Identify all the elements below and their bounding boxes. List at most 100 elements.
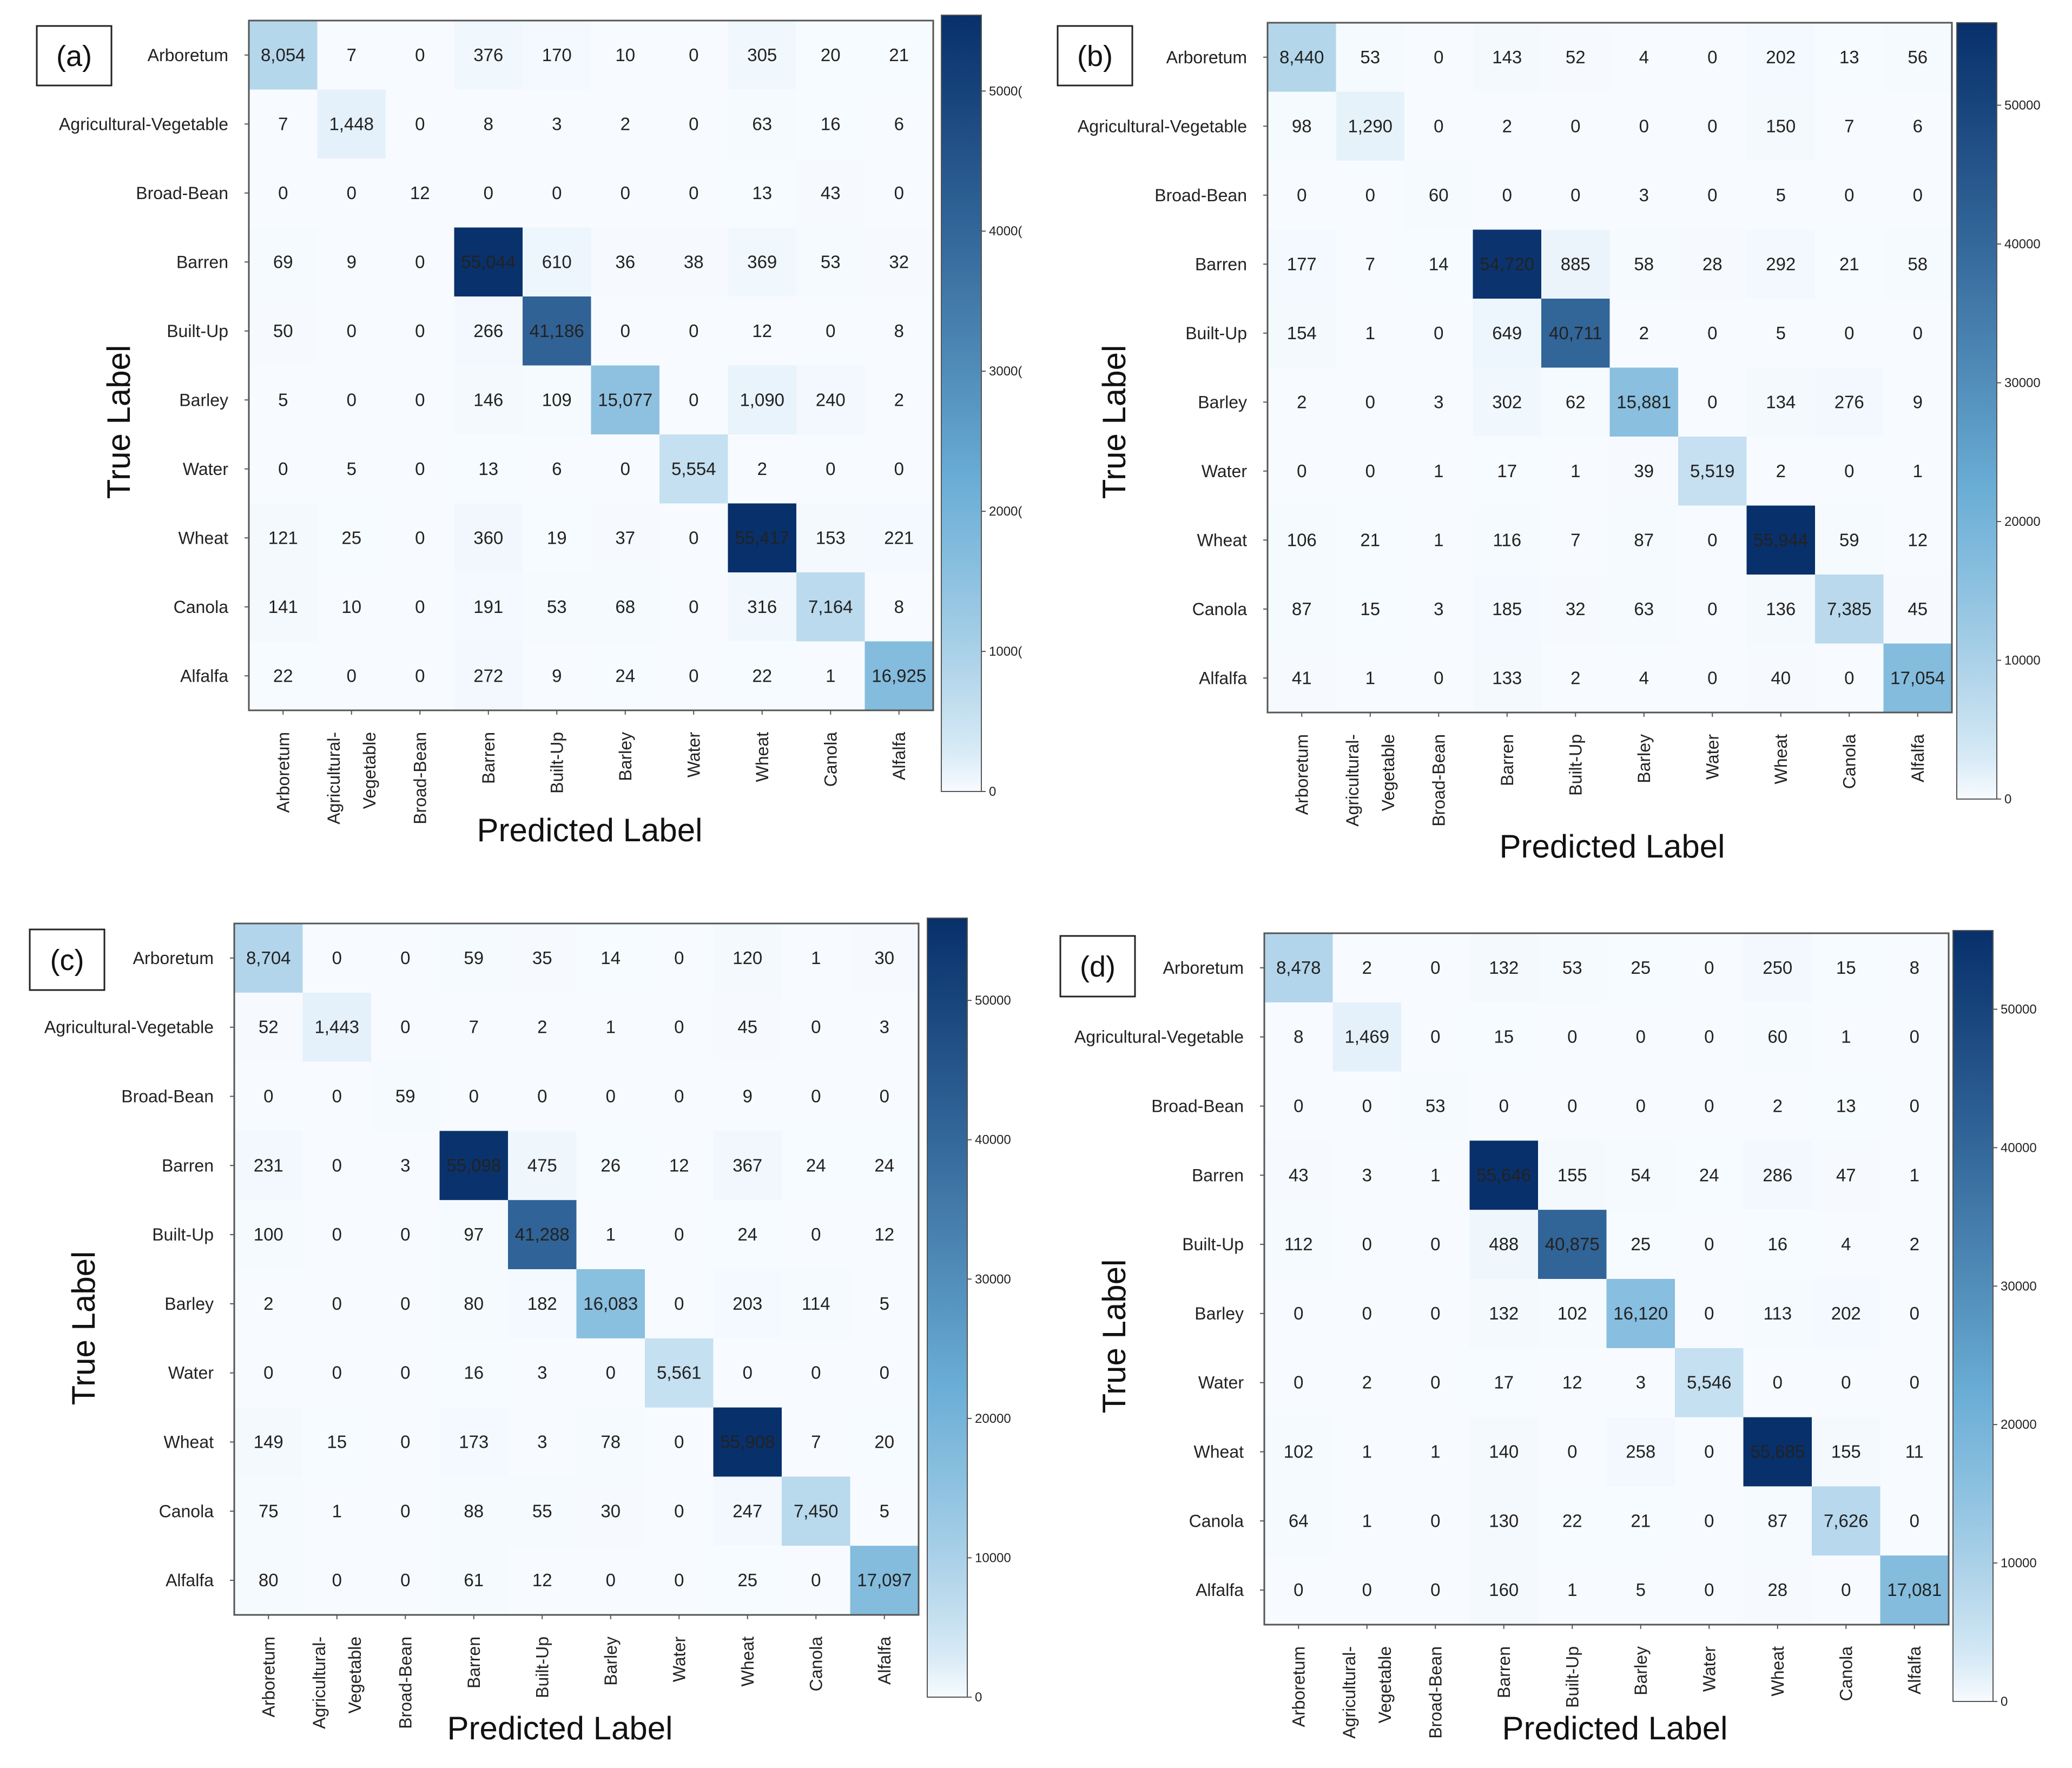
cell-value-label: 302 xyxy=(1492,392,1522,412)
heatmap-cell xyxy=(523,641,591,711)
heatmap-cell xyxy=(576,992,645,1063)
cell-value-label: 0 xyxy=(347,665,357,685)
cell-value-label: 0 xyxy=(1430,1303,1440,1323)
heatmap-cell xyxy=(1541,23,1610,92)
cell-value-label: 61 xyxy=(464,1570,484,1590)
cell-value-label: 141 xyxy=(268,597,298,617)
heatmap-cell xyxy=(728,434,797,504)
cell-value-label: 177 xyxy=(1287,254,1317,274)
cell-value-label: 0 xyxy=(415,527,425,547)
heatmap-cell xyxy=(1883,161,1952,230)
cell-value-label: 2 xyxy=(1502,116,1512,136)
heatmap-cell xyxy=(591,572,660,642)
cell-value-label: 130 xyxy=(1489,1510,1519,1530)
cell-value-label: 0 xyxy=(674,1501,684,1521)
cell-value-label: 13 xyxy=(478,459,498,479)
heatmap-cell xyxy=(439,1200,509,1270)
cell-value-label: 7,164 xyxy=(808,597,853,617)
cell-value-label: 8 xyxy=(894,597,904,617)
row-tick-label: Agricultural-Vegetable xyxy=(59,114,228,134)
cell-value-label: 0 xyxy=(415,459,425,479)
cell-value-label: 3 xyxy=(1434,392,1443,412)
colorbar-tick-label: 40000 xyxy=(2004,237,2041,252)
heatmap-cell xyxy=(1268,643,1336,713)
cell-value-label: 5,546 xyxy=(1687,1373,1732,1393)
cell-value-label: 0 xyxy=(415,45,425,65)
heatmap-cell xyxy=(1332,1348,1402,1418)
col-tick-label: Broad-Bean xyxy=(410,732,430,824)
cell-value-label: 7 xyxy=(469,1017,479,1037)
cell-value-label: 0 xyxy=(621,321,630,341)
heatmap-cell xyxy=(1332,1071,1402,1141)
cell-value-label: 56 xyxy=(1908,47,1928,67)
cell-value-label: 286 xyxy=(1763,1165,1792,1185)
heatmap-cell xyxy=(1743,1486,1812,1556)
heatmap-cell xyxy=(1675,933,1744,1003)
cell-value-label: 0 xyxy=(1294,1096,1303,1116)
cell-value-label: 25 xyxy=(1631,958,1651,978)
cell-value-label: 22 xyxy=(273,665,293,685)
cell-value-label: 0 xyxy=(1294,1303,1303,1323)
heatmap-cell xyxy=(1606,1417,1675,1487)
row-tick-label: Water xyxy=(168,1363,214,1383)
heatmap-cell xyxy=(1743,1555,1812,1625)
heatmap-cell xyxy=(1541,161,1610,230)
heatmap-cell xyxy=(1812,933,1880,1003)
cell-value-label: 0 xyxy=(263,1086,273,1106)
x-axis-title: Predicted Label xyxy=(447,1710,673,1746)
heatmap-cell xyxy=(1743,1140,1812,1210)
heatmap-cell xyxy=(865,503,934,573)
heatmap-cell xyxy=(1473,299,1542,368)
cell-value-label: 87 xyxy=(1634,530,1654,550)
heatmap-cell xyxy=(508,1476,577,1546)
cell-value-label: 59 xyxy=(1839,530,1859,550)
heatmap-cell xyxy=(659,159,728,228)
heatmap-cell xyxy=(317,434,386,504)
cell-value-label: 37 xyxy=(615,527,635,547)
colorbar-tick-label: 30000 xyxy=(2004,375,2041,390)
cell-value-label: 21 xyxy=(1839,254,1859,274)
heatmap-cell xyxy=(1332,1417,1402,1487)
cell-value-label: 0 xyxy=(347,390,357,410)
heatmap-cell xyxy=(796,227,865,297)
heatmap-cell xyxy=(1746,437,1816,506)
heatmap-cell xyxy=(234,1338,303,1408)
heatmap-cell xyxy=(371,1061,440,1131)
heatmap-cell xyxy=(591,21,660,90)
cell-value-label: 1 xyxy=(1434,461,1443,481)
cell-value-label: 121 xyxy=(268,527,298,547)
heatmap-cell xyxy=(1264,1002,1333,1072)
cell-value-label: 38 xyxy=(684,252,704,272)
heatmap-cell xyxy=(659,21,728,90)
cell-value-label: 63 xyxy=(1634,599,1654,619)
cell-value-label: 15,077 xyxy=(598,390,652,410)
heatmap-cell xyxy=(645,1407,714,1477)
heatmap-cell xyxy=(1264,1279,1333,1349)
cell-value-label: 53 xyxy=(1360,47,1380,67)
heatmap-cell xyxy=(454,89,523,159)
heatmap-cell xyxy=(371,992,440,1063)
heatmap-cell xyxy=(249,572,318,642)
cell-value-label: 885 xyxy=(1561,254,1591,274)
col-tick-label: Broad-Bean xyxy=(395,1637,415,1729)
cell-value-label: 15 xyxy=(1836,958,1856,978)
heatmap-cell xyxy=(234,992,303,1063)
row-tick-label: Alfalfa xyxy=(166,1571,214,1590)
colorbar-tick-label: 40000 xyxy=(2001,1140,2037,1155)
heatmap-cell xyxy=(523,227,591,297)
heatmap-cell xyxy=(1404,437,1473,506)
cell-value-label: 0 xyxy=(880,1086,889,1106)
cell-value-label: 0 xyxy=(1707,47,1717,67)
heatmap-cell xyxy=(865,296,934,366)
heatmap-cell xyxy=(302,923,372,993)
heatmap-cell xyxy=(1336,161,1405,230)
cell-value-label: 155 xyxy=(1558,1165,1587,1185)
heatmap-cell xyxy=(454,572,523,642)
heatmap-cell xyxy=(371,1269,440,1339)
heatmap-cell xyxy=(1336,23,1405,92)
cell-value-label: 28 xyxy=(1767,1580,1787,1600)
cell-value-label: 17,081 xyxy=(1887,1580,1942,1600)
cell-value-label: 0 xyxy=(894,459,904,479)
cell-value-label: 258 xyxy=(1626,1442,1655,1462)
heatmap-cell xyxy=(796,434,865,504)
